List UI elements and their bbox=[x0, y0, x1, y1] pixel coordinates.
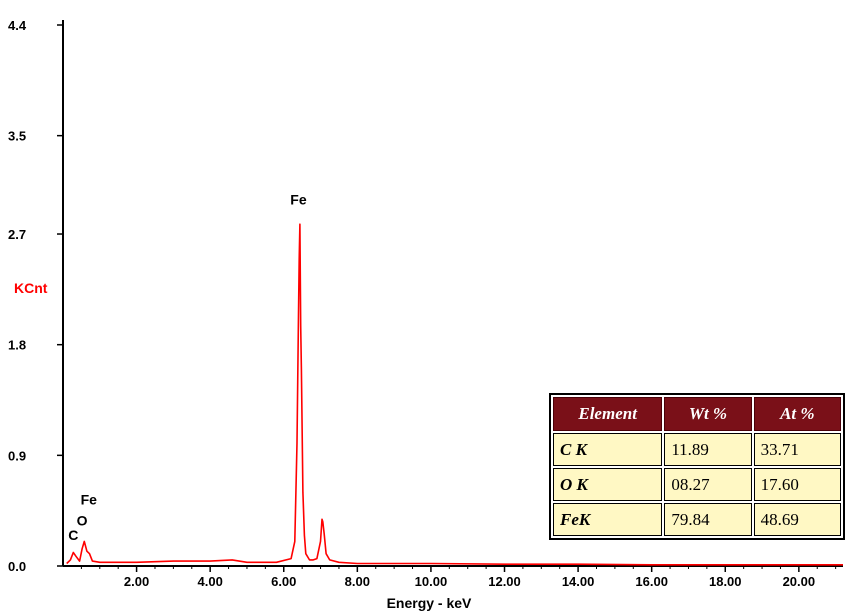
y-tick-label: 0.0 bbox=[8, 559, 26, 574]
element-cell: O K bbox=[553, 468, 663, 501]
peak-label: O bbox=[77, 512, 88, 528]
y-axis-ticks: 0.0 0.9 1.8 2.7 3.5 4.4 bbox=[8, 18, 63, 574]
header-element: Element bbox=[553, 397, 663, 431]
header-wt-percent: Wt % bbox=[664, 397, 752, 431]
peak-label: Fe bbox=[81, 492, 98, 508]
wt-percent-cell: 79.84 bbox=[664, 503, 752, 536]
at-percent-cell: 48.69 bbox=[753, 503, 841, 536]
x-axis-title: Energy - keV bbox=[387, 595, 472, 611]
x-tick-label: 14.00 bbox=[562, 574, 595, 589]
x-axis-ticks: 2.00 4.00 6.00 8.00 10.00 12.00 14.00 16.00 18.0… bbox=[80, 566, 837, 589]
header-at-percent: At % bbox=[753, 397, 841, 431]
wt-percent-cell: 08.27 bbox=[664, 468, 752, 501]
at-percent-cell: 17.60 bbox=[753, 468, 841, 501]
table-row: C K 11.89 33.71 bbox=[553, 433, 841, 466]
x-tick-label: 18.00 bbox=[709, 574, 742, 589]
x-tick-label: 6.00 bbox=[271, 574, 296, 589]
element-cell: FeK bbox=[553, 503, 663, 536]
y-tick-label: 3.5 bbox=[8, 129, 26, 144]
y-tick-label: 0.9 bbox=[8, 448, 26, 463]
x-tick-label: 12.00 bbox=[488, 574, 521, 589]
wt-percent-cell: 11.89 bbox=[664, 433, 752, 466]
peak-label: C bbox=[68, 527, 78, 543]
at-percent-cell: 33.71 bbox=[753, 433, 841, 466]
table-row: FeK 79.84 48.69 bbox=[553, 503, 841, 536]
peak-annotations: Fe Fe OC bbox=[68, 192, 307, 544]
quantification-table: Element Wt % At % C K 11.89 33.71 O K 08… bbox=[549, 393, 845, 540]
y-tick-label: 4.4 bbox=[8, 18, 27, 33]
x-tick-label: 4.00 bbox=[198, 574, 223, 589]
spectrum-line bbox=[66, 223, 843, 566]
x-tick-label: 20.00 bbox=[783, 574, 816, 589]
y-tick-label: 1.8 bbox=[8, 338, 26, 353]
table-row: O K 08.27 17.60 bbox=[553, 468, 841, 501]
table-header-row: Element Wt % At % bbox=[553, 397, 841, 431]
x-tick-label: 16.00 bbox=[635, 574, 668, 589]
element-cell: C K bbox=[553, 433, 663, 466]
x-tick-label: 10.00 bbox=[415, 574, 448, 589]
x-tick-label: 2.00 bbox=[124, 574, 149, 589]
y-tick-label: 2.7 bbox=[8, 227, 26, 242]
axes bbox=[62, 20, 843, 567]
x-tick-label: 8.00 bbox=[345, 574, 370, 589]
peak-label: Fe bbox=[290, 192, 307, 208]
y-axis-title: KCnt bbox=[14, 280, 48, 296]
